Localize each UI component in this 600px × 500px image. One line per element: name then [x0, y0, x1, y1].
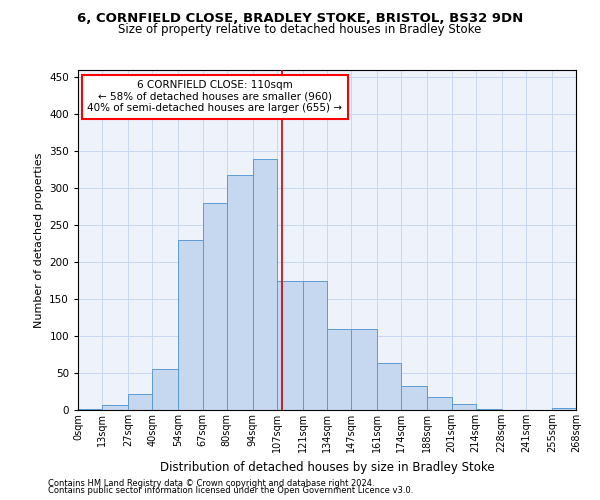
- Text: 6 CORNFIELD CLOSE: 110sqm
← 58% of detached houses are smaller (960)
40% of semi: 6 CORNFIELD CLOSE: 110sqm ← 58% of detac…: [88, 80, 343, 114]
- Bar: [476, 408, 502, 410]
- Bar: [452, 404, 476, 410]
- Text: Contains public sector information licensed under the Open Government Licence v3: Contains public sector information licen…: [48, 486, 413, 495]
- Text: Size of property relative to detached houses in Bradley Stoke: Size of property relative to detached ho…: [118, 22, 482, 36]
- Bar: [152, 370, 178, 410]
- Text: 6, CORNFIELD CLOSE, BRADLEY STOKE, BRISTOL, BS32 9DN: 6, CORNFIELD CLOSE, BRADLEY STOKE, BRIST…: [77, 12, 523, 26]
- Text: Contains HM Land Registry data © Crown copyright and database right 2024.: Contains HM Land Registry data © Crown c…: [48, 478, 374, 488]
- Bar: [552, 408, 576, 410]
- Bar: [327, 328, 351, 410]
- Bar: [253, 158, 277, 410]
- Bar: [78, 408, 102, 410]
- Bar: [427, 396, 452, 410]
- Bar: [351, 328, 377, 410]
- Bar: [178, 240, 203, 410]
- Bar: [203, 203, 227, 410]
- Bar: [377, 364, 401, 410]
- Bar: [102, 405, 128, 410]
- X-axis label: Distribution of detached houses by size in Bradley Stoke: Distribution of detached houses by size …: [160, 460, 494, 473]
- Bar: [277, 280, 303, 410]
- Bar: [401, 386, 427, 410]
- Y-axis label: Number of detached properties: Number of detached properties: [34, 152, 44, 328]
- Bar: [227, 175, 253, 410]
- Bar: [128, 394, 152, 410]
- Bar: [303, 280, 327, 410]
